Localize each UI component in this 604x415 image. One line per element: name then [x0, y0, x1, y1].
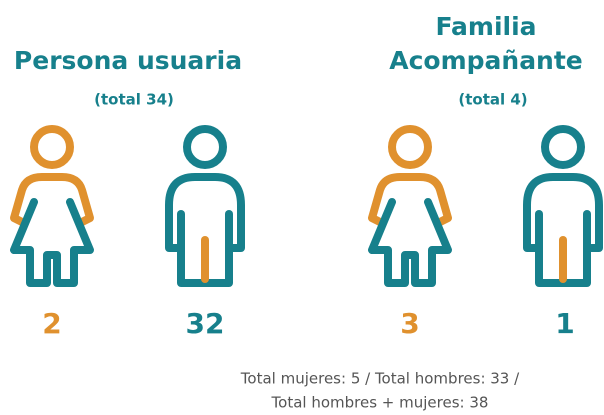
group-title: Acompañante: [389, 46, 583, 75]
woman-icon: [14, 129, 90, 283]
footer-line: Total mujeres: 5 / Total hombres: 33 /: [240, 370, 520, 388]
man-icon: [527, 129, 599, 283]
women-count: 2: [42, 307, 61, 340]
woman-icon: [372, 129, 448, 283]
group-title: Familia: [435, 12, 536, 41]
group-title: Persona usuaria: [14, 46, 242, 75]
men-count: 1: [555, 307, 574, 340]
group-subtitle: (total 4): [458, 91, 527, 109]
footer-line: Total hombres + mujeres: 38: [271, 394, 489, 412]
women-count: 3: [400, 307, 419, 340]
group-subtitle: (total 34): [94, 91, 174, 109]
man-icon: [169, 129, 241, 283]
men-count: 32: [186, 307, 225, 340]
